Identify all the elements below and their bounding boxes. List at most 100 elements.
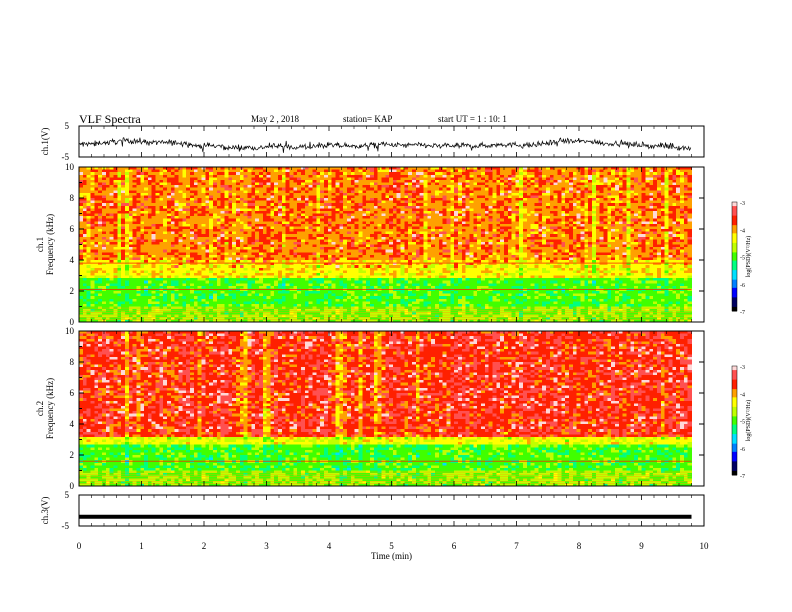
spectrogram-cell — [373, 174, 378, 178]
spectrogram-cell — [362, 167, 367, 170]
spectrogram-cell — [281, 192, 287, 196]
spectrogram-cell — [408, 205, 413, 209]
spectrogram-cell — [335, 241, 340, 245]
spectrogram-cell — [278, 213, 283, 217]
spectrogram-cell — [201, 213, 206, 217]
spectrogram-cell — [170, 190, 176, 194]
spectrogram-cell — [239, 229, 245, 232]
spectrogram-cell — [109, 179, 114, 183]
spectrogram-cell — [484, 190, 490, 194]
spectrogram-cell — [178, 226, 183, 230]
spectrogram-cell — [346, 210, 352, 214]
spectrogram-cell — [297, 169, 302, 173]
spectrogram-cell — [86, 203, 91, 207]
spectrogram-cell — [86, 179, 91, 183]
spectrogram-cell — [611, 192, 616, 196]
spectrogram-cell — [591, 223, 597, 227]
spectrogram-cell — [435, 218, 440, 222]
spectrogram-cell — [262, 231, 267, 235]
spectrogram-cell — [159, 195, 164, 199]
spectrogram-cell — [232, 236, 237, 240]
spectrogram-cell — [492, 182, 497, 186]
spectrogram-cell — [197, 203, 202, 207]
spectrogram-cell — [523, 177, 528, 181]
spectrogram-cell — [266, 179, 271, 183]
spectrogram-cell — [412, 223, 417, 227]
spectrogram-cell — [580, 234, 585, 238]
spectrogram-cell — [358, 226, 363, 230]
spectrogram-cell — [167, 208, 172, 212]
spectrogram-cell — [457, 229, 463, 232]
spectrogram-cell — [569, 192, 574, 196]
spectrogram-cell — [331, 210, 336, 214]
spectrogram-cell — [258, 198, 264, 201]
spectrogram-cell — [526, 179, 532, 183]
spectrogram-cell — [373, 223, 378, 227]
spectrogram-cell — [660, 226, 666, 230]
spectrogram-cell — [519, 192, 524, 196]
spectrogram-cell — [220, 223, 225, 227]
spectrogram-cell — [262, 174, 267, 178]
spectrogram-cell — [392, 179, 398, 183]
spectrogram-cell — [381, 208, 386, 212]
spectrogram-cell — [354, 203, 359, 207]
spectrogram-cell — [392, 216, 398, 220]
spectrogram-cell — [331, 231, 336, 235]
spectrogram-cell — [366, 169, 371, 173]
spectrogram-cell — [136, 239, 141, 243]
spectrogram-cell — [109, 174, 114, 178]
spectrogram-cell — [500, 223, 505, 227]
spectrogram-cell — [243, 239, 248, 243]
spectrogram-cell — [392, 208, 398, 212]
spectrogram-cell — [614, 226, 620, 230]
spectrogram-cell — [186, 236, 191, 240]
spectrogram-cell — [381, 226, 386, 230]
spectrogram-cell — [101, 190, 107, 194]
spectrogram-cell — [124, 185, 130, 189]
spectrogram-cell — [258, 167, 264, 170]
spectrogram-cell — [335, 203, 340, 207]
spectrogram-cell — [561, 190, 566, 194]
spectrogram-cell — [603, 198, 608, 201]
spectrogram-cell — [182, 223, 187, 227]
spectrogram-cell — [500, 190, 505, 194]
spectrogram-cell — [473, 213, 478, 217]
spectrogram-cell — [335, 239, 340, 243]
spectrogram-cell — [209, 200, 214, 204]
spectrogram-cell — [212, 205, 218, 209]
spectrogram-cell — [404, 200, 409, 204]
spectrogram-cell — [101, 216, 107, 220]
spectrogram-cell — [339, 218, 344, 222]
spectrogram-cell — [461, 174, 467, 178]
spectrogram-cell — [274, 167, 279, 170]
spectrogram-cell — [484, 239, 490, 243]
spectrogram-cell — [546, 213, 551, 217]
spectrogram-cell — [435, 179, 440, 183]
spectrogram-cell — [304, 177, 310, 181]
spectrogram-cell — [186, 169, 191, 173]
spectrogram-cell — [369, 229, 375, 232]
spectrogram-cell — [469, 226, 474, 230]
spectrogram-cell — [526, 187, 532, 191]
spectrogram-cell — [258, 185, 264, 189]
spectrogram-cell — [151, 221, 156, 225]
spectrogram-cell — [190, 210, 195, 214]
spectrogram-cell — [423, 172, 428, 176]
spectrogram-cell — [182, 236, 187, 240]
spectrogram-cell — [197, 182, 202, 186]
spectrogram-cell — [438, 210, 444, 214]
spectrogram-cell — [561, 231, 566, 235]
spectrogram-cell — [385, 234, 390, 238]
spectrogram-cell — [622, 203, 627, 207]
spectrogram-cell — [645, 182, 650, 186]
spectrogram-cell — [580, 213, 585, 217]
spectrogram-cell — [469, 210, 474, 214]
spectrogram-cell — [174, 172, 179, 176]
spectrogram-cell — [178, 208, 183, 212]
spectrogram-cell — [607, 203, 612, 207]
spectrogram-cell — [672, 239, 677, 243]
spectrogram-cell — [396, 221, 401, 225]
spectrogram-cell — [350, 221, 356, 225]
spectrogram-cell — [488, 187, 493, 191]
spectrogram-cell — [205, 216, 210, 220]
